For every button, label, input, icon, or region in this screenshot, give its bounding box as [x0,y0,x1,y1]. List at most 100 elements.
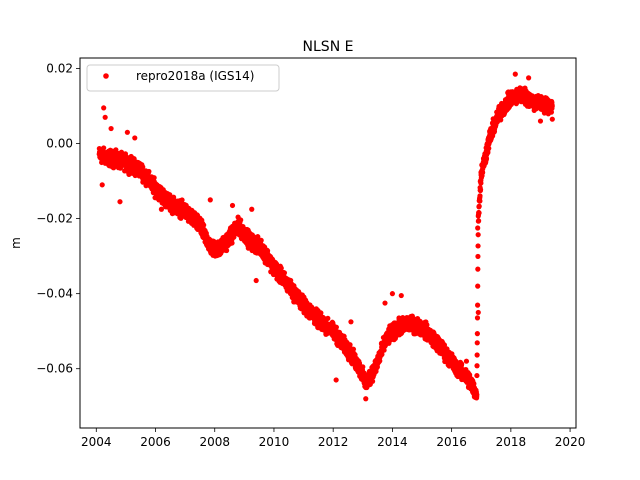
data-point [474,352,480,358]
x-tick-label: 2016 [436,435,467,449]
data-point [347,342,353,348]
data-point [325,315,331,321]
data-point [140,164,146,170]
data-point [475,253,481,260]
plot-frame [79,57,577,429]
data-point [476,218,482,224]
x-tick-label: 2014 [377,435,408,449]
data-point [474,331,480,337]
x-tick-label: 2010 [259,435,290,449]
data-point-outlier [253,277,259,284]
data-point [485,150,491,156]
data-point [474,392,480,398]
data-point [223,247,230,254]
data-point [475,266,481,272]
x-tick-label: 2006 [140,435,171,449]
data-point-outlier [102,114,108,120]
data-point [258,237,264,243]
data-point [374,364,380,370]
data-point [151,175,157,181]
x-tick-label: 2018 [496,435,527,449]
data-point [459,361,465,367]
data-point-outlier [363,396,369,402]
data-point [441,342,448,348]
data-point [350,346,357,352]
legend-marker [103,73,109,79]
data-point-outlier [101,105,107,111]
data-point-outlier [124,129,130,135]
y-tick-label: −0.02 [36,212,73,226]
data-point [549,103,555,109]
data-point [498,117,504,123]
data-point [201,222,207,228]
data-point-outlier [117,199,123,205]
y-tick-label: 0.02 [46,62,73,76]
data-point [379,351,385,357]
chart-title: NLSN E [303,39,354,55]
y-tick-label: 0.00 [46,137,73,151]
data-point [146,168,152,175]
data-point [477,187,484,193]
data-point [486,145,492,151]
legend-label: repro2018a (IGS14) [136,69,254,83]
data-point [475,283,481,289]
data-points [96,71,555,402]
data-point-outlier [475,309,481,316]
data-point [424,322,430,328]
data-point [474,363,480,369]
data-point [474,315,481,321]
data-point [278,265,284,271]
data-point-outlier [108,125,114,132]
y-axis-label: m [9,237,23,249]
data-point [474,372,480,379]
data-point [478,180,484,186]
data-point-outlier [303,300,310,306]
y-tick-label: −0.04 [36,287,73,301]
x-tick-label: 2004 [81,435,112,449]
data-point [475,232,481,238]
x-tick-label: 2008 [199,435,230,449]
y-axis-ticks: 0.02 0.00 −0.02 −0.04 −0.06 [36,62,80,376]
x-axis-ticks: 2004 2006 2008 2010 2012 2014 2016 2018 2020 [81,428,585,449]
data-point-outlier [389,291,396,297]
data-point [238,217,244,223]
data-point-outlier [333,377,339,383]
legend: repro2018a (IGS14) [86,64,280,92]
data-point-outlier [99,182,105,188]
data-point [281,270,288,276]
data-point-outlier [348,319,354,325]
data-point-outlier [537,118,544,124]
data-point [360,364,366,370]
legend-box [86,64,280,92]
data-point-outlier [549,116,555,122]
data-point [333,324,339,330]
data-point-outlier [512,71,518,77]
data-point [474,340,480,346]
data-point-outlier [475,225,481,231]
y-tick-label: −0.06 [36,362,73,376]
data-point [381,347,387,353]
data-point-outlier [398,292,404,299]
data-point [476,210,482,216]
data-point [480,170,486,176]
data-point-outlier [526,75,532,81]
data-point [471,381,477,387]
data-point-outlier [229,202,236,209]
data-point [475,243,481,249]
data-point [477,198,483,204]
data-point [101,145,107,151]
data-point [475,302,481,308]
x-tick-label: 2012 [318,435,349,449]
data-point-outlier [207,197,213,203]
data-point-outlier [382,300,388,306]
data-point [476,203,482,209]
data-point [477,193,483,199]
data-point [229,240,235,246]
data-point [369,378,376,384]
data-point-outlier [249,206,255,212]
data-point-outlier [132,135,138,141]
x-tick-label: 2020 [555,435,586,449]
data-point-outlier [158,206,165,212]
